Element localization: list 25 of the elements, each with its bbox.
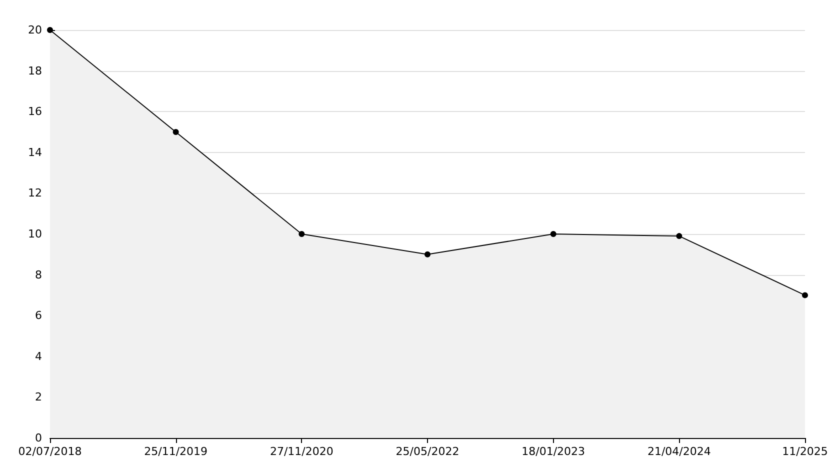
point bbox=[47, 27, 53, 33]
point bbox=[424, 251, 430, 258]
y-tick-label: 8 bbox=[35, 268, 42, 282]
x-tick-label: 18/01/2023 bbox=[522, 445, 586, 458]
y-tick-label: 2 bbox=[35, 390, 42, 404]
point bbox=[172, 129, 179, 135]
x-tick-label: 27/11/2020 bbox=[270, 445, 334, 458]
point bbox=[802, 292, 808, 298]
x-tick-label: 02/07/2018 bbox=[18, 445, 82, 458]
y-tick-label: 4 bbox=[35, 350, 42, 363]
x-tick-label: 11/2025 bbox=[782, 445, 828, 458]
y-tick-label: 14 bbox=[28, 146, 42, 159]
point bbox=[298, 231, 305, 237]
x-tick-label: 25/11/2019 bbox=[144, 445, 208, 458]
y-tick-label: 6 bbox=[35, 309, 42, 322]
point bbox=[550, 231, 556, 237]
y-tick-label: 20 bbox=[28, 24, 42, 36]
y-tick-label: 16 bbox=[28, 105, 42, 118]
point bbox=[676, 233, 682, 240]
y-tick-label: 0 bbox=[35, 432, 42, 444]
x-tick-label: 25/05/2022 bbox=[396, 445, 460, 458]
y-tick-label: 18 bbox=[28, 64, 42, 78]
y-tick-label: 12 bbox=[28, 186, 42, 200]
x-tick-label: 21/04/2024 bbox=[647, 445, 711, 458]
y-tick-label: 10 bbox=[28, 228, 42, 240]
